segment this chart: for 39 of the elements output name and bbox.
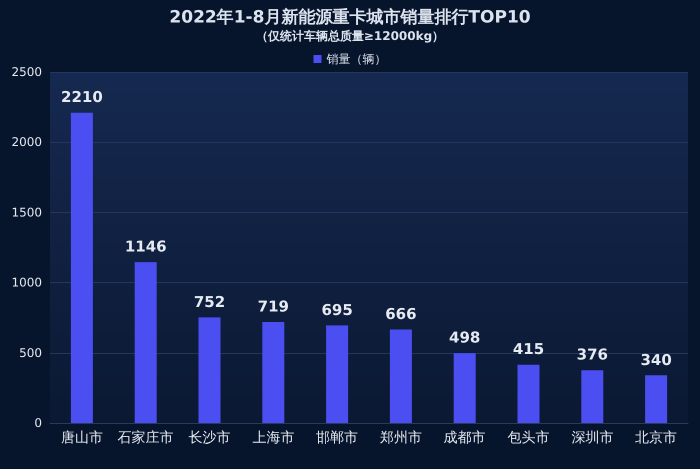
bar — [581, 370, 604, 423]
x-tick-label: 成都市 — [444, 430, 486, 446]
chart-subtitle: （仅统计车辆总质量≥12000kg） — [256, 29, 444, 43]
x-tick-label: 石家庄市 — [118, 430, 174, 446]
bar — [518, 364, 540, 423]
data-label: 752 — [194, 292, 226, 311]
data-label: 376 — [576, 346, 608, 364]
bar — [326, 325, 348, 423]
data-label: 498 — [449, 328, 480, 347]
x-tick-label: 唐山市 — [60, 430, 103, 446]
bar — [645, 375, 668, 423]
y-tick-label: 2500 — [11, 65, 42, 79]
bar — [390, 329, 412, 423]
bar — [134, 262, 157, 423]
x-tick-label: 长沙市 — [188, 430, 230, 446]
x-tick-label: 上海市 — [252, 430, 294, 446]
y-tick-label: 2000 — [11, 135, 42, 150]
y-tick-label: 0 — [34, 416, 42, 430]
bar — [70, 112, 93, 423]
y-tick-label: 1000 — [11, 276, 42, 290]
data-label: 719 — [258, 298, 289, 316]
data-label: 2210 — [61, 88, 103, 106]
legend-label: 销量（辆） — [326, 52, 386, 66]
data-label: 666 — [385, 304, 417, 323]
data-label: 1146 — [124, 238, 167, 256]
x-tick-label: 邯郸市 — [316, 430, 358, 446]
chart-title: 2022年1-8月新能源重卡城市销量排行TOP10 — [169, 8, 531, 28]
bar — [262, 322, 284, 423]
data-label: 695 — [321, 300, 353, 319]
x-tick-label: 深圳市 — [571, 430, 614, 446]
y-tick-label: 1500 — [11, 205, 42, 220]
bar — [454, 353, 476, 423]
y-tick-label: 500 — [19, 346, 42, 360]
bar — [198, 317, 220, 423]
x-tick-label: 包头市 — [508, 430, 550, 446]
data-label: 340 — [640, 350, 672, 369]
data-label: 415 — [512, 340, 544, 358]
x-tick-label: 北京市 — [635, 430, 678, 446]
x-tick-label: 郑州市 — [380, 430, 422, 446]
